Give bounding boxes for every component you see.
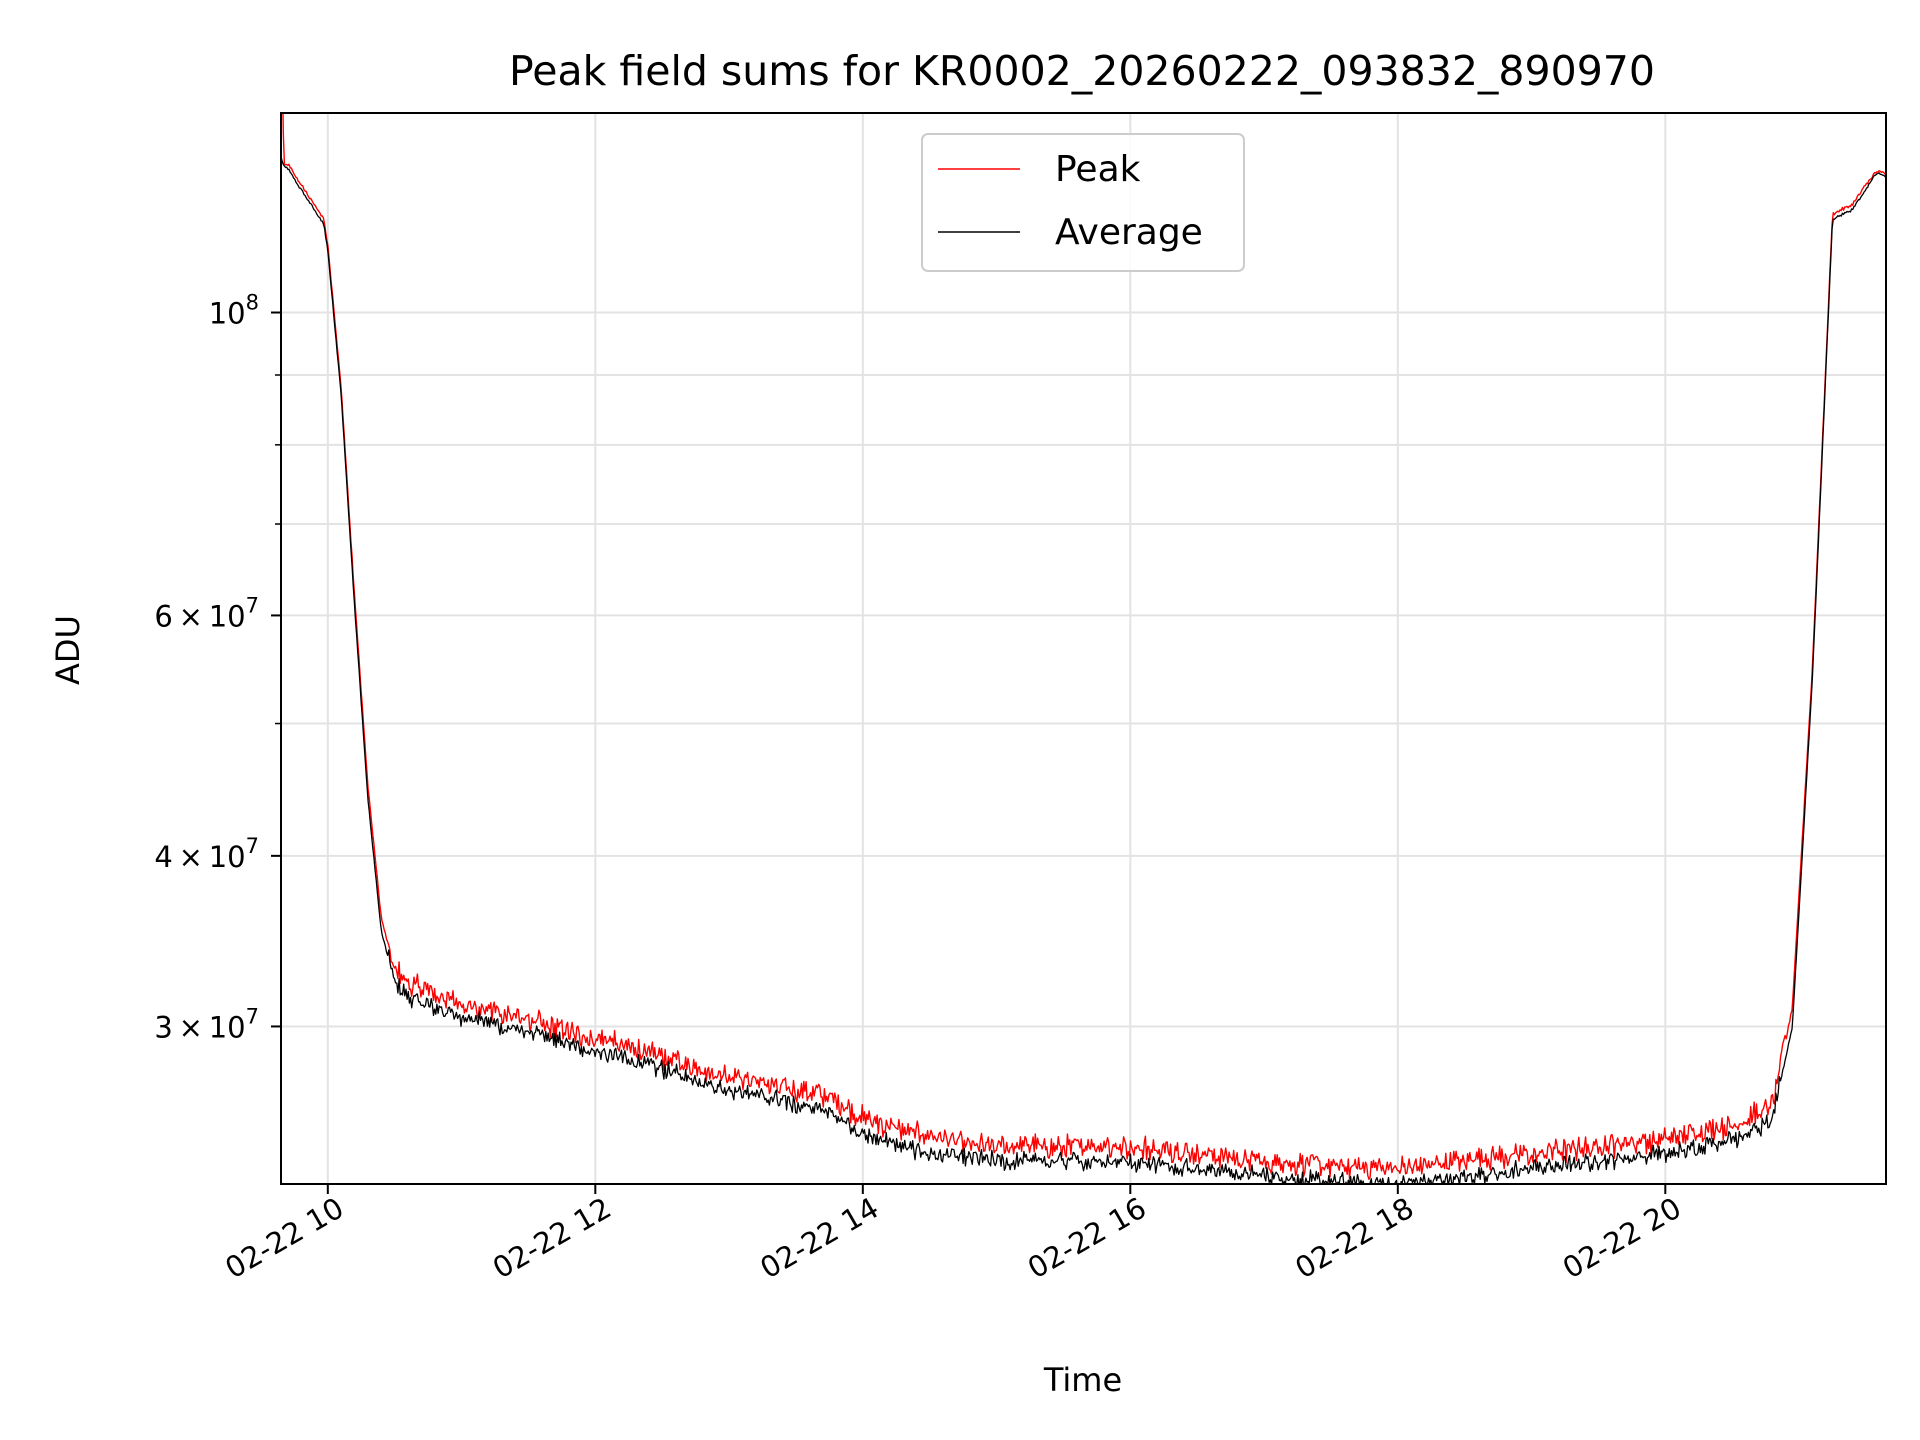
y-axis-title: ADU <box>49 615 87 685</box>
y-tick-label: 4 × 107 <box>154 834 259 874</box>
y-tick-label: 108 <box>209 291 259 331</box>
legend: Peak Average <box>921 133 1245 272</box>
chart-title: Peak field sums for KR0002_20260222_0938… <box>509 47 1655 95</box>
y-tick-label: 6 × 107 <box>154 593 259 633</box>
y-tick-label: 3 × 107 <box>154 1004 259 1044</box>
series-line-average <box>281 156 1886 1184</box>
legend-average-label: Average <box>1055 212 1203 253</box>
legend-peak-label: Peak <box>1055 149 1141 190</box>
data-series <box>281 113 1886 1184</box>
x-axis-title: Time <box>1043 1361 1122 1399</box>
series-line-peak <box>282 113 1886 1180</box>
grid-lines <box>281 113 1886 1184</box>
plot-area-frame <box>280 112 1887 1185</box>
